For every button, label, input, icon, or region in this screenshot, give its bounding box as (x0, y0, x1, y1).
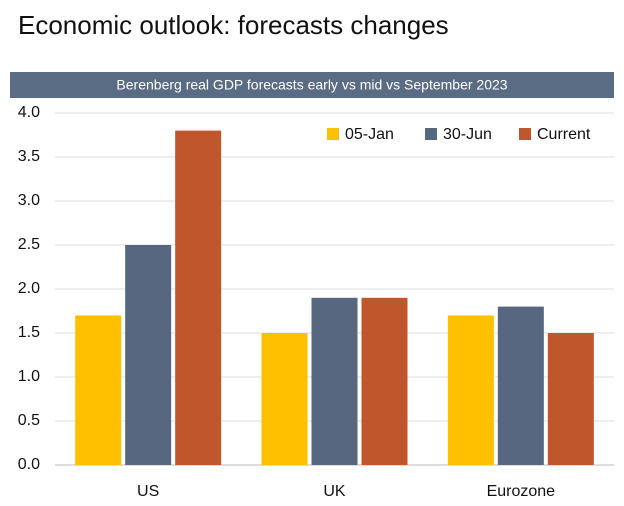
y-tick-label: 1.0 (18, 368, 40, 385)
legend-label: 30-Jun (443, 126, 492, 143)
legend-label: 05-Jan (345, 126, 394, 143)
bar (175, 130, 222, 465)
y-tick-label: 3.5 (18, 148, 40, 165)
y-tick-label: 1.5 (18, 324, 40, 341)
chart-subtitle: Berenberg real GDP forecasts early vs mi… (116, 77, 507, 93)
x-tick-label: US (137, 483, 159, 500)
y-tick-label: 0.5 (18, 412, 40, 429)
bar (261, 333, 308, 465)
y-tick-label: 3.0 (18, 192, 40, 209)
bar (311, 297, 358, 465)
y-tick-label: 4.0 (18, 104, 40, 121)
bar (497, 306, 544, 465)
bar (547, 333, 594, 465)
bar (447, 315, 494, 465)
legend-label: Current (537, 126, 591, 143)
legend-swatch (519, 128, 531, 140)
y-tick-label: 2.5 (18, 236, 40, 253)
y-tick-label: 2.0 (18, 280, 40, 297)
legend-swatch (425, 128, 437, 140)
x-tick-label: Eurozone (487, 483, 556, 500)
y-tick-label: 0.0 (18, 456, 40, 473)
chart-title: Economic outlook: forecasts changes (18, 10, 449, 40)
bar (125, 245, 172, 465)
bar (75, 315, 122, 465)
legend-swatch (327, 128, 339, 140)
bar (361, 297, 408, 465)
subtitle-banner (10, 72, 614, 98)
x-tick-label: UK (323, 483, 346, 500)
